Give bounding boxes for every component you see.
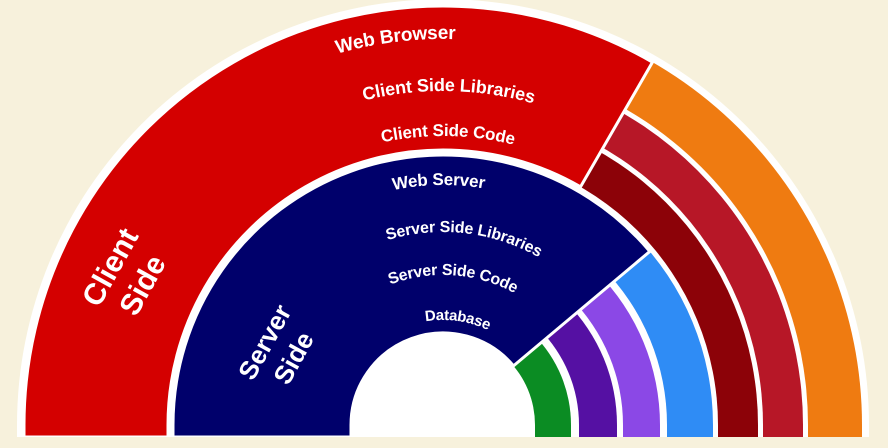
ring-gap-7 — [351, 333, 535, 437]
center-hub — [417, 399, 469, 437]
sector-wedge-2 — [171, 153, 652, 439]
sector-wedge-1 — [22, 4, 654, 439]
base-strip — [0, 437, 888, 443]
